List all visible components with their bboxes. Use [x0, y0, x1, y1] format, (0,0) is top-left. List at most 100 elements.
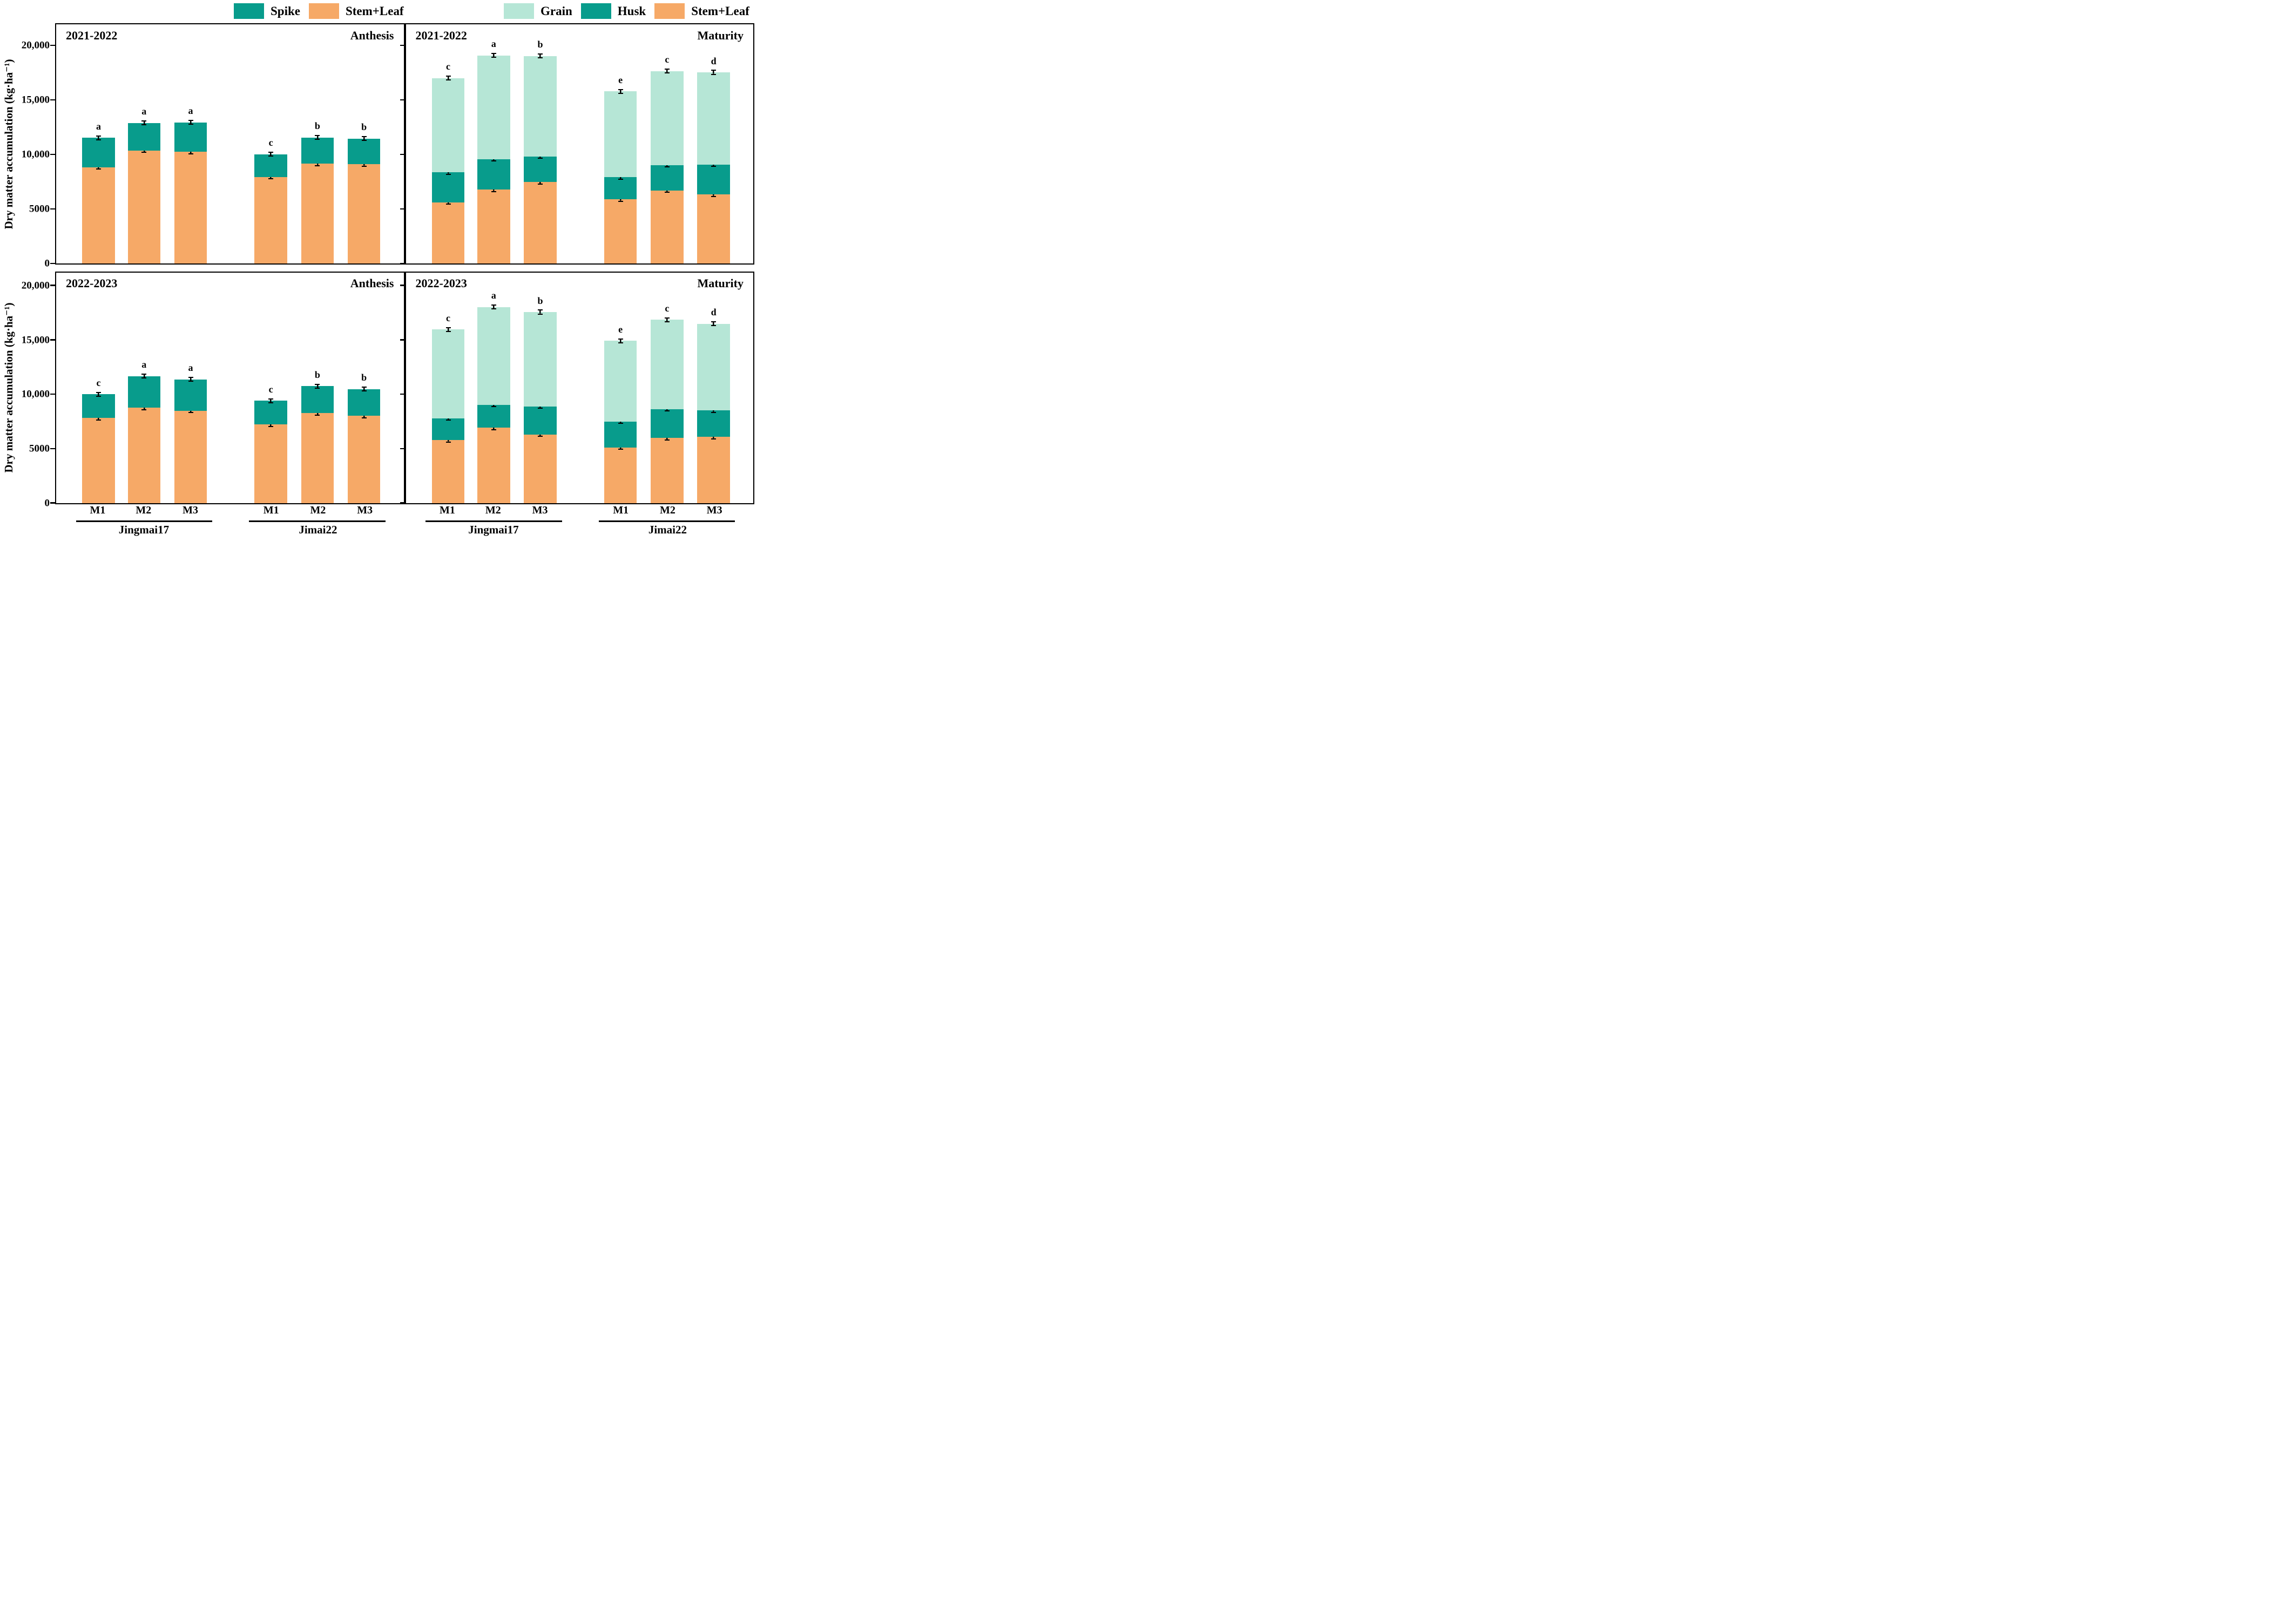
chart-area: 2021-2022 Anthesis 0 5000 10,000 15,000 20,000…	[22, 23, 754, 508]
x-tick-label-M3: M3	[706, 504, 722, 516]
error-bar	[188, 377, 193, 382]
bar-segment-spike-Jingmai17-M1	[82, 394, 115, 418]
bar-segment-spike-Jimai22-M2	[301, 137, 334, 164]
bar-segment-grain-Jimai22-M1	[604, 341, 637, 422]
y-axis-tick	[50, 502, 56, 504]
bar-segment-stem_leaf-Jimai22-M3	[697, 437, 730, 503]
cultivar-group-underline	[249, 520, 386, 522]
bar-segment-spike-Jimai22-M3	[347, 138, 381, 164]
cultivar-group-label: Jimai22	[299, 523, 337, 536]
sig-letter: d	[711, 307, 717, 318]
y-axis-tick-label: 5000	[29, 443, 50, 455]
y-axis-tick	[400, 502, 406, 504]
error-bar	[188, 119, 193, 125]
y-axis-tick	[50, 448, 56, 450]
bar-segment-grain-Jimai22-M3	[697, 323, 730, 410]
bar-segment-stem_leaf-Jingmai17-M3	[174, 410, 207, 503]
error-bar	[664, 69, 670, 74]
error-bar	[268, 152, 274, 157]
y-axis-tick-label: 20,000	[21, 39, 50, 51]
sig-letter: a	[96, 120, 101, 132]
bar-segment-stem_leaf-Jimai22-M2	[651, 190, 684, 264]
bar-segment-grain-Jimai22-M2	[651, 71, 684, 165]
error-bar	[96, 391, 101, 397]
panel-2021-2022-anthesis: 2021-2022 Anthesis 0 5000 10,000 15,000 20,000…	[22, 23, 405, 269]
sig-letter: a	[188, 362, 193, 374]
error-bar	[491, 304, 496, 310]
y-axis-tick-label: 5000	[29, 203, 50, 215]
bar-segment-stem_leaf-Jimai22-M3	[347, 416, 381, 503]
bar-segment-stem_leaf-Jimai22-M2	[651, 438, 684, 503]
figure-dry-matter-accumulation: Spike Stem+Leaf Grain Husk Stem+Leaf 2021-2…	[0, 0, 757, 542]
bar-segment-stem_leaf-Jimai22-M1	[604, 199, 637, 264]
y-axis-tick-label: 10,000	[21, 148, 50, 160]
bar-segment-husk-Jingmai17-M1	[431, 172, 465, 202]
cultivar-group-underline	[598, 520, 735, 522]
bar-segment-spike-Jingmai17-M3	[174, 122, 207, 152]
bar-segment-spike-Jimai22-M3	[347, 389, 381, 416]
bar-segment-stem_leaf-Jimai22-M1	[254, 177, 287, 264]
sig-letter: a	[141, 359, 147, 370]
error-bar	[315, 135, 320, 140]
y-axis-tick	[50, 393, 56, 395]
sig-letter: c	[665, 302, 670, 314]
y-axis-tick-label: 0	[44, 258, 50, 269]
panel-stage-label: Maturity	[697, 28, 744, 42]
y-axis-tick	[50, 285, 56, 286]
y-axis-tick-label: 0	[44, 497, 50, 509]
bar-segment-stem_leaf-Jimai22-M3	[347, 164, 381, 264]
sig-letter: c	[446, 312, 450, 323]
bar-segment-husk-Jingmai17-M3	[524, 156, 557, 182]
bar-segment-stem_leaf-Jimai22-M1	[604, 447, 637, 503]
x-tick-label-M3: M3	[357, 504, 373, 516]
error-bar	[711, 321, 717, 327]
x-tick-label-M2: M2	[136, 504, 152, 516]
legend-maturity: Grain Husk Stem+Leaf	[504, 3, 749, 19]
sig-letter: d	[711, 55, 717, 66]
grain-swatch-icon	[504, 3, 534, 19]
bar-segment-husk-Jimai22-M3	[697, 410, 730, 437]
bar-segment-stem_leaf-Jingmai17-M2	[127, 408, 161, 503]
y-axis-tick	[400, 393, 406, 395]
bar-segment-husk-Jimai22-M2	[651, 409, 684, 438]
bar-segment-grain-Jingmai17-M3	[524, 312, 557, 407]
y-axis-tick	[400, 44, 406, 46]
x-axis-half-anthesis: M1 M2 M3 M1 M2 M3 Jingmai17 Jimai22	[55, 504, 405, 542]
legend-item-spike: Spike	[234, 3, 300, 19]
y-axis-title-top: Dry matter accumulation (kg·ha⁻¹)	[2, 59, 15, 229]
error-bar	[664, 317, 670, 322]
sig-letter: b	[537, 295, 543, 306]
y-axis-tick	[400, 339, 406, 341]
x-tick-label-M1: M1	[440, 504, 455, 516]
bar-segment-husk-Jingmai17-M3	[524, 406, 557, 435]
bar-segment-grain-Jingmai17-M1	[431, 329, 465, 418]
x-tick-label-M2: M2	[659, 504, 675, 516]
panel-stage-label: Anthesis	[350, 28, 394, 42]
sig-letter: c	[268, 137, 273, 148]
x-tick-label-M1: M1	[613, 504, 629, 516]
bar-segment-stem_leaf-Jingmai17-M3	[524, 434, 557, 503]
legend-label-grain: Grain	[541, 4, 572, 18]
cultivar-group-label: Jingmai17	[468, 523, 519, 536]
sig-letter: c	[268, 383, 273, 395]
cultivar-group-label: Jingmai17	[118, 523, 170, 536]
error-bar	[315, 383, 320, 389]
sig-letter: b	[361, 121, 367, 133]
y-axis-tick	[50, 153, 56, 155]
y-axis-tick-label: 20,000	[21, 280, 50, 292]
y-axis-tick-label: 10,000	[21, 388, 50, 400]
sig-letter: b	[314, 120, 320, 132]
bar-segment-stem_leaf-Jingmai17-M1	[82, 418, 115, 503]
panel-stage-label: Anthesis	[350, 276, 394, 290]
legend-item-stem_leaf: Stem+Leaf	[308, 3, 404, 19]
error-bar	[445, 327, 451, 332]
bar-segment-stem_leaf-Jingmai17-M1	[431, 202, 465, 264]
bar-segment-stem_leaf-Jingmai17-M3	[174, 152, 207, 264]
bar-segment-stem_leaf-Jingmai17-M1	[82, 167, 115, 264]
legend-label-stem_leaf: Stem+Leaf	[691, 4, 749, 18]
sig-letter: c	[665, 54, 670, 65]
sig-letter: b	[361, 372, 367, 383]
x-tick-label-M2: M2	[310, 504, 326, 516]
panel-2021-2022-maturity: 2021-2022Maturityeacbaaabbdcebbccad	[400, 23, 754, 265]
panel-year-label: 2021-2022	[66, 28, 118, 42]
